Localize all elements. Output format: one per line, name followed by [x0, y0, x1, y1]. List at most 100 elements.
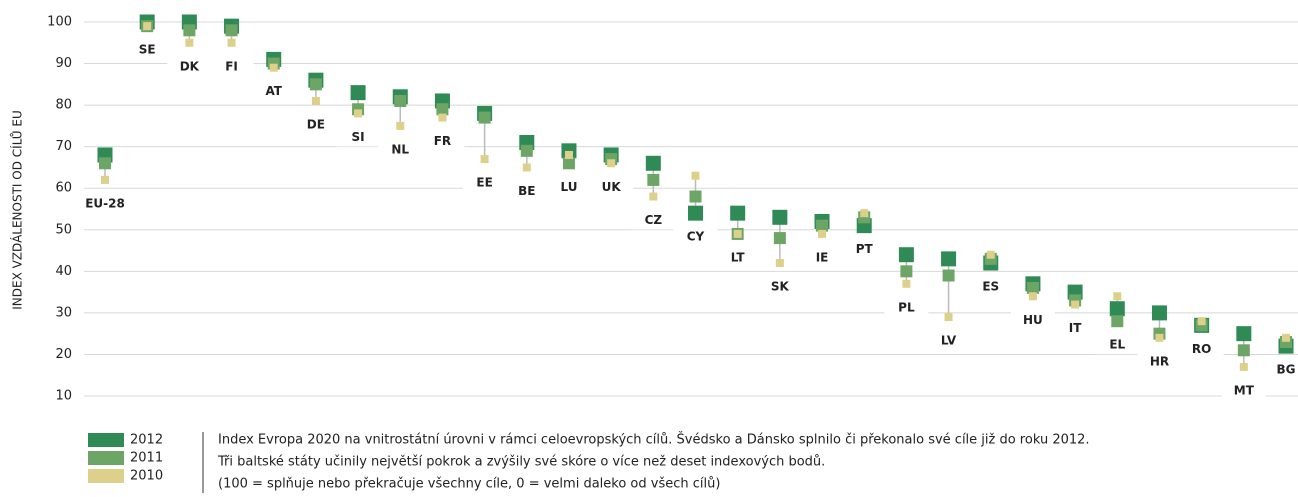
dot: [1155, 333, 1164, 342]
dot: [438, 113, 447, 122]
category-label: LV: [941, 334, 957, 348]
y-tick-label: 80: [55, 98, 72, 113]
category-label: DK: [180, 59, 200, 73]
category-label: IT: [1069, 321, 1082, 335]
label-bg: [378, 140, 423, 159]
legend-swatch: [88, 451, 124, 465]
label-bg: [251, 82, 296, 101]
dot: [185, 38, 194, 47]
label-bg: [842, 240, 887, 259]
label-bg: [757, 278, 802, 297]
y-axis-label: INDEX VZDÁLENOSTI OD CÍLŮ EU: [10, 110, 25, 310]
dot: [522, 163, 531, 172]
category-label: IE: [816, 250, 829, 264]
y-tick-label: 50: [55, 222, 72, 237]
category-label: ES: [982, 280, 999, 294]
label-bg: [546, 178, 591, 197]
dot: [818, 229, 827, 238]
category-label: SE: [139, 43, 156, 57]
label-bg: [1221, 381, 1266, 400]
label-bg: [1179, 340, 1224, 359]
category-label: CY: [687, 230, 705, 244]
category-label: EL: [1109, 338, 1125, 352]
dot: [1111, 315, 1124, 328]
dot: [478, 111, 491, 124]
label-bg: [420, 132, 465, 151]
label-bg: [715, 248, 760, 267]
label-bg: [631, 211, 676, 230]
dot: [645, 155, 661, 171]
label-bg: [1095, 336, 1140, 355]
dot: [1151, 305, 1167, 321]
label-bg: [167, 57, 212, 76]
dot: [1026, 281, 1039, 294]
label-bg: [1010, 311, 1055, 330]
category-label: FI: [225, 59, 238, 73]
y-tick-label: 100: [47, 15, 72, 30]
legend-label: 2010: [130, 469, 163, 484]
label-bg: [293, 115, 338, 134]
category-label: UK: [602, 180, 622, 194]
y-tick-label: 20: [55, 347, 72, 362]
dot: [816, 219, 829, 232]
legend-label: 2011: [130, 451, 163, 466]
dot: [733, 229, 742, 238]
label-bg: [504, 182, 549, 201]
dot: [350, 85, 366, 101]
label-bg: [125, 41, 170, 60]
label-bg: [800, 248, 845, 267]
dot: [1113, 292, 1122, 301]
dot: [900, 265, 913, 278]
note: (100 = splňuje nebo překračuje všechny c…: [218, 477, 720, 492]
dot: [183, 24, 196, 37]
label-bg: [209, 57, 254, 76]
dot: [730, 205, 746, 221]
dot: [562, 157, 575, 170]
dot: [143, 22, 152, 31]
category-label: SK: [771, 280, 790, 294]
dot: [1236, 326, 1252, 342]
dot: [520, 144, 533, 157]
y-tick-label: 30: [55, 305, 72, 320]
dot: [649, 192, 658, 201]
category-label: LU: [560, 180, 577, 194]
label-bg: [1137, 352, 1182, 371]
legend-swatch: [88, 469, 124, 483]
dot: [1028, 292, 1037, 301]
label-bg: [1053, 319, 1098, 338]
dot: [227, 38, 236, 47]
label-bg: [1264, 361, 1298, 380]
dot: [1071, 300, 1080, 309]
y-tick-label: 70: [55, 139, 72, 154]
label-bg: [336, 128, 381, 147]
note: Tři baltské státy učinily největší pokro…: [217, 455, 825, 470]
label-bg: [462, 174, 507, 193]
category-label: DE: [307, 117, 325, 131]
label-bg: [83, 194, 127, 213]
legend-label: 2012: [130, 433, 163, 448]
dot: [309, 78, 322, 91]
category-label: EE: [476, 176, 492, 190]
category-label: PL: [898, 300, 915, 314]
category-label: MT: [1234, 383, 1255, 397]
dot: [564, 150, 573, 159]
dot: [1239, 362, 1248, 371]
y-tick-label: 60: [55, 181, 72, 196]
dot: [902, 279, 911, 288]
dot: [647, 173, 660, 186]
category-label: SI: [352, 130, 365, 144]
category-label: HU: [1023, 313, 1043, 327]
dot: [1109, 301, 1125, 317]
dot: [775, 259, 784, 268]
dot: [941, 251, 957, 267]
dot: [942, 269, 955, 282]
legend-swatch: [88, 433, 124, 447]
category-label: BG: [1277, 363, 1296, 377]
dot: [1282, 333, 1290, 342]
dot: [480, 155, 489, 164]
dot: [772, 209, 788, 225]
y-tick-label: 10: [55, 389, 72, 404]
category-label: FR: [434, 134, 451, 148]
dot: [1197, 317, 1206, 326]
